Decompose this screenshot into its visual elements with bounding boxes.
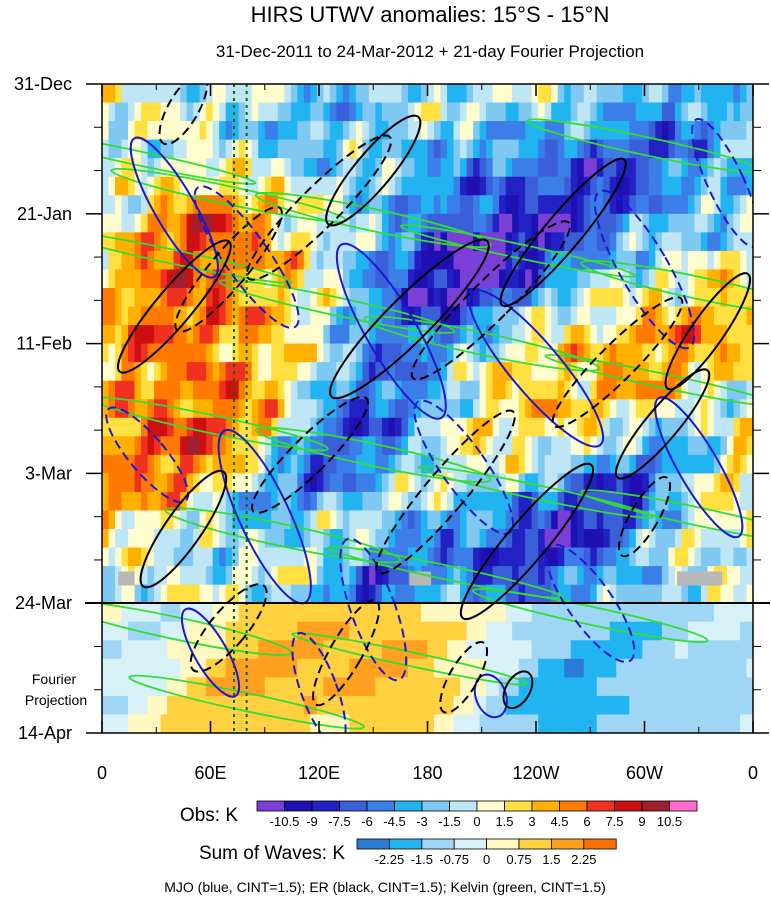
colorbar-swatch <box>518 838 552 850</box>
colorbar-swatch <box>311 800 340 812</box>
colorbar-swatch <box>421 800 450 812</box>
colorbar-swatch <box>453 838 488 850</box>
forecast-label: Fourier Projection <box>25 671 87 708</box>
y-tick-label: 24-Mar <box>15 593 72 613</box>
contour-legend-note: MJO (blue, CINT=1.5); ER (black, CINT=1.… <box>164 879 606 895</box>
colorbar-level-label: -9 <box>306 814 318 829</box>
colorbar-swatch <box>366 800 395 812</box>
wave-contours <box>102 84 753 733</box>
colorbar-level-label: 1.5 <box>542 852 560 867</box>
obs-colorbar: -10.5 -9 -7.5 -6 -4.5 -3 -1.5 0 1.5 3 4.5 6 7.5 9 10.5 <box>256 800 698 829</box>
colorbar-level-label: -7.5 <box>328 814 350 829</box>
colorbar-swatch <box>421 838 455 850</box>
longitude-markers <box>233 84 248 733</box>
colorbar-swatch <box>551 838 585 850</box>
colorbar-level-label: -2.25 <box>375 852 405 867</box>
waves-colorbar-label: Sum of Waves: K <box>199 843 345 864</box>
colorbar-swatch <box>476 800 505 812</box>
x-tick-label: 60E <box>194 763 226 783</box>
colorbar-swatch <box>486 838 520 850</box>
missing-data-patch <box>677 571 723 586</box>
colorbar-swatch <box>388 838 423 850</box>
colorbar-level-label: 0 <box>473 814 480 829</box>
y-tick-label: 11-Feb <box>16 334 72 354</box>
axes: 0 60E 120E 180 120W 60W 0 31-Dec 21-Jan 11-Feb 3-M… <box>14 74 769 783</box>
colorbar-swatch <box>614 800 643 812</box>
x-tick-label: 120W <box>512 763 559 783</box>
colorbar-level-label: 9 <box>638 814 645 829</box>
colorbar-level-label: 1.5 <box>495 814 513 829</box>
colorbar-level-label: 2.25 <box>571 852 596 867</box>
chart-subtitle: 31-Dec-2011 to 24-Mar-2012 + 21-day Four… <box>216 42 644 61</box>
y-tick-label: 31-Dec <box>14 74 72 94</box>
colorbar-level-label: 6 <box>583 814 590 829</box>
colorbar-level-label: -4.5 <box>383 814 405 829</box>
x-tick-label: 60W <box>626 763 663 783</box>
colorbar-swatch <box>669 800 698 812</box>
colorbar-swatch <box>531 800 560 812</box>
colorbar-level-label: 0 <box>483 852 490 867</box>
waves-colorbar: -2.25 -1.5 -0.75 0 0.75 1.5 2.25 <box>356 838 617 867</box>
colorbar-level-label: -1.5 <box>438 814 460 829</box>
x-tick-label: 120E <box>298 763 340 783</box>
colorbar-swatch <box>586 800 615 812</box>
missing-data-patch <box>118 571 135 586</box>
colorbar-swatch <box>583 838 617 850</box>
colorbar-swatch <box>559 800 588 812</box>
colorbar-level-label: 7.5 <box>605 814 623 829</box>
plot-area <box>102 84 753 733</box>
y-tick-label: 14-Apr <box>18 723 72 743</box>
colorbar-swatch <box>284 800 313 812</box>
colorbar-level-label: -0.75 <box>439 852 469 867</box>
obs-colorbar-label: Obs: K <box>180 805 238 826</box>
x-tick-label: 0 <box>748 763 758 783</box>
colorbar-level-label: 0.75 <box>506 852 531 867</box>
y-tick-label: 21-Jan <box>17 204 72 224</box>
colorbar-level-label: 3 <box>528 814 535 829</box>
x-tick-label: 180 <box>412 763 442 783</box>
colorbar-level-label: 4.5 <box>550 814 568 829</box>
chart-title: HIRS UTWV anomalies: 15°S - 15°N <box>251 2 610 27</box>
colorbar-level-label: -10.5 <box>270 814 300 829</box>
colorbar-level-label: -3 <box>416 814 428 829</box>
x-tick-label: 0 <box>97 763 107 783</box>
colorbar-swatch <box>356 838 390 850</box>
y-tick-label: 3-Mar <box>25 463 72 483</box>
colorbar-swatch <box>641 800 670 812</box>
colorbar-swatch <box>256 800 285 812</box>
colorbar-level-label: -1.5 <box>411 852 433 867</box>
colorbar-swatch <box>339 800 368 812</box>
colorbar-swatch <box>449 800 478 812</box>
colorbar-swatch <box>504 800 533 812</box>
colorbar-level-label: -6 <box>361 814 373 829</box>
colorbar-level-label: 10.5 <box>657 814 682 829</box>
colorbar-swatch <box>394 800 423 812</box>
